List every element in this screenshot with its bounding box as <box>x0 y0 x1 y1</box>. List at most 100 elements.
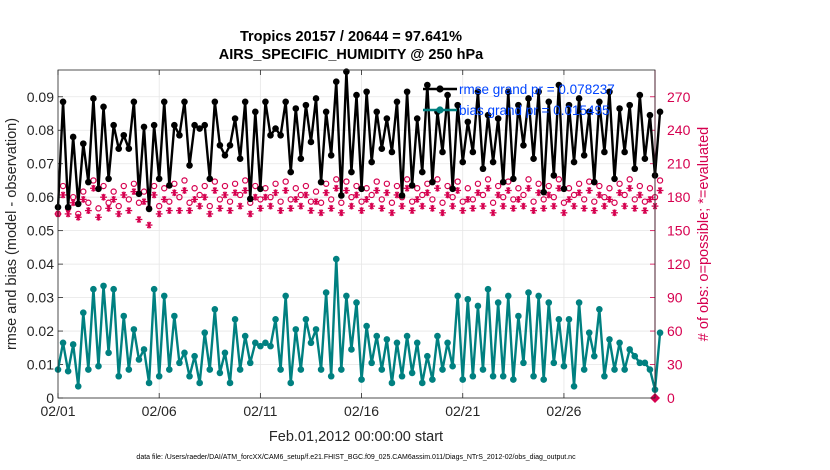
obs-evaluated-point <box>322 189 330 197</box>
bias-point <box>555 316 563 323</box>
obs-possible-point <box>555 176 563 183</box>
bias-point <box>226 379 234 387</box>
y-left-tick-label: 0 <box>46 390 54 406</box>
obs-possible-point <box>403 176 411 183</box>
bias-point <box>353 299 360 306</box>
rmse-point <box>246 195 254 203</box>
obs-possible-point <box>338 199 345 206</box>
bias-point <box>489 372 497 380</box>
bias-point <box>115 372 123 380</box>
obs-possible-point <box>596 182 603 190</box>
obs-evaluated-point <box>226 207 234 214</box>
obs-evaluated-point <box>418 202 426 210</box>
rmse-point <box>560 185 568 193</box>
obs-evaluated-point <box>575 189 583 197</box>
obs-possible-point <box>231 180 239 187</box>
obs-possible-point <box>257 196 264 203</box>
bias-point <box>358 376 365 383</box>
rmse-point <box>474 88 482 96</box>
obs-possible-point <box>545 182 552 190</box>
obs-possible-point <box>358 198 365 205</box>
obs-possible-point <box>368 191 375 199</box>
rmse-point <box>353 91 360 99</box>
rmse-point <box>297 155 305 162</box>
rmse-point <box>115 145 123 152</box>
obs-possible-point <box>621 191 628 199</box>
legend-bias-marker <box>436 106 444 114</box>
obs-evaluated-point <box>636 191 644 199</box>
rmse-point <box>166 182 173 189</box>
rmse-point <box>221 152 229 159</box>
obs-possible-point <box>439 199 446 206</box>
bias-point <box>79 309 87 316</box>
obs-evaluated-point <box>59 191 67 199</box>
obs-possible-point <box>333 176 340 183</box>
obs-evaluated-point <box>474 189 482 197</box>
bias-point <box>413 339 421 347</box>
bias-point <box>641 359 649 367</box>
obs-evaluated-point <box>302 191 310 199</box>
bias-point <box>105 349 112 357</box>
bias-point <box>100 282 107 290</box>
obs-evaluated-point <box>378 204 386 212</box>
obs-evaluated-point <box>646 196 654 203</box>
x-tick-label: 02/21 <box>445 403 480 419</box>
obs-evaluated-point <box>231 189 239 197</box>
bias-point <box>221 349 229 357</box>
rmse-point <box>565 101 573 109</box>
obs-possible-point <box>176 193 183 201</box>
obs-possible-point <box>388 199 396 206</box>
rmse-point <box>277 131 284 139</box>
rmse-point <box>105 175 112 183</box>
bias-point <box>343 292 350 300</box>
obs-possible-point <box>393 182 401 190</box>
y-right-tick-label: 180 <box>667 189 691 205</box>
obs-evaluated-point <box>398 202 406 210</box>
rmse-point <box>530 155 537 162</box>
bias-point <box>621 366 628 373</box>
rmse-line <box>56 70 662 211</box>
bias-point <box>267 342 274 350</box>
rmse-point <box>368 158 375 166</box>
rmse-point <box>130 98 138 106</box>
obs-evaluated-point <box>176 207 183 214</box>
y-left-tick-label: 0.08 <box>27 122 54 138</box>
obs-possible-point <box>500 193 507 201</box>
obs-possible-point <box>196 191 203 199</box>
rmse-point <box>575 95 583 102</box>
y-left-tick-label: 0.04 <box>27 256 54 272</box>
rmse-point <box>176 131 183 139</box>
rmse-point <box>236 155 244 162</box>
rmse-point <box>393 98 401 106</box>
rmse-point <box>69 133 77 141</box>
obs-possible-point <box>444 182 451 190</box>
rmse-point <box>312 95 320 102</box>
bias-point <box>368 359 375 367</box>
obs-evaluated-point <box>282 187 290 194</box>
rmse-point <box>317 178 325 186</box>
bias-point <box>181 349 188 357</box>
rmse-point <box>504 88 512 96</box>
rmse-point <box>403 88 411 96</box>
obs-possible-point <box>312 188 320 195</box>
legend-bias-label: bias grand pr = 0.015495 <box>459 103 610 118</box>
rmse-point <box>145 205 153 213</box>
obs-possible-point <box>130 180 138 187</box>
obs-possible-point <box>626 176 633 183</box>
rmse-point <box>489 158 497 166</box>
obs-evaluated-point <box>570 202 578 210</box>
rmse-point <box>378 145 386 152</box>
y-right-tick-label: 60 <box>667 323 683 339</box>
obs-evaluated-point <box>206 210 214 218</box>
obs-possible-point <box>353 182 360 190</box>
obs-evaluated-point <box>550 202 558 210</box>
rmse-point <box>140 123 148 131</box>
bias-point <box>616 339 623 347</box>
rmse-point <box>332 78 340 86</box>
bias-point <box>196 379 203 387</box>
obs-evaluated-point <box>494 191 502 199</box>
obs-possible-point <box>540 196 547 203</box>
rmse-point <box>429 178 436 186</box>
rmse-point <box>636 91 644 99</box>
rmse-point <box>525 95 532 102</box>
